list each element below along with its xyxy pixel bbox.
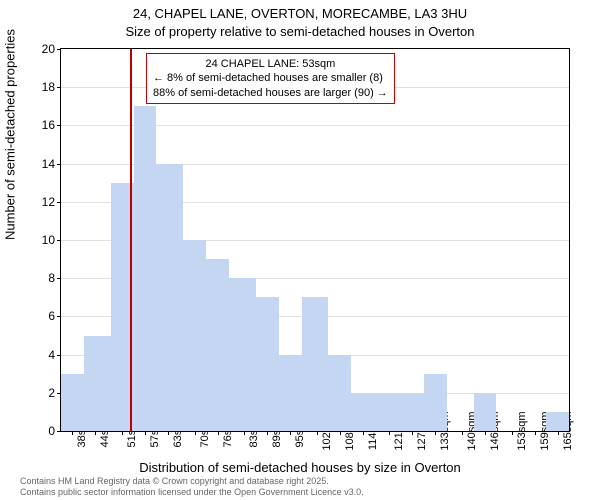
histogram-bar bbox=[424, 374, 447, 431]
histogram-bar bbox=[401, 393, 424, 431]
footer-line-1: Contains HM Land Registry data © Crown c… bbox=[20, 476, 364, 487]
reference-line bbox=[130, 49, 132, 431]
histogram-bar bbox=[328, 355, 351, 431]
histogram-bar bbox=[546, 412, 569, 431]
histogram-bar bbox=[374, 393, 401, 431]
histogram-bar bbox=[84, 336, 111, 432]
histogram-bar bbox=[302, 297, 329, 431]
histogram-bar bbox=[61, 374, 84, 431]
histogram-bar bbox=[256, 297, 279, 431]
histogram-bar bbox=[279, 355, 302, 431]
plot-area: 0246810121416182038sqm44sqm51sqm57sqm63s… bbox=[60, 48, 570, 432]
histogram-bar bbox=[134, 106, 157, 431]
histogram-bar bbox=[229, 278, 256, 431]
chart-container: 24, CHAPEL LANE, OVERTON, MORECAMBE, LA3… bbox=[0, 0, 600, 500]
chart-title-sub: Size of property relative to semi-detach… bbox=[0, 24, 600, 39]
annotation-line: 24 CHAPEL LANE: 53sqm bbox=[153, 57, 388, 71]
histogram-bar bbox=[206, 259, 229, 431]
y-tick-mark bbox=[57, 431, 61, 432]
x-tick-label: 153sqm bbox=[512, 411, 528, 450]
histogram-bar bbox=[474, 393, 497, 431]
histogram-bar bbox=[156, 164, 183, 431]
histogram-bar bbox=[351, 393, 374, 431]
x-axis-label: Distribution of semi-detached houses by … bbox=[0, 460, 600, 475]
y-tick-mark bbox=[57, 49, 61, 50]
annotation-box: 24 CHAPEL LANE: 53sqm← 8% of semi-detach… bbox=[146, 53, 395, 104]
histogram-bar bbox=[183, 240, 206, 431]
annotation-line: 88% of semi-detached houses are larger (… bbox=[153, 86, 388, 100]
annotation-line: ← 8% of semi-detached houses are smaller… bbox=[153, 71, 388, 85]
y-axis-label: Number of semi-detached properties bbox=[3, 29, 18, 240]
chart-title-main: 24, CHAPEL LANE, OVERTON, MORECAMBE, LA3… bbox=[0, 6, 600, 21]
chart-footer: Contains HM Land Registry data © Crown c… bbox=[20, 476, 364, 498]
footer-line-2: Contains public sector information licen… bbox=[20, 487, 364, 498]
